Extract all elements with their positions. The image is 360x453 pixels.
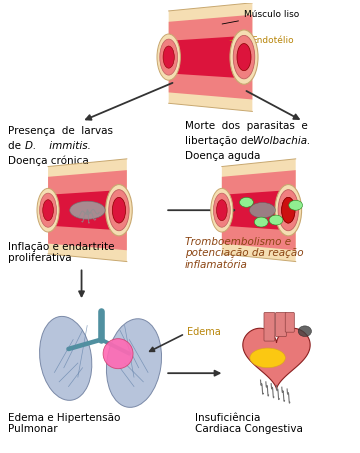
FancyBboxPatch shape: [275, 313, 286, 337]
Ellipse shape: [37, 188, 59, 232]
Ellipse shape: [275, 184, 302, 236]
Ellipse shape: [40, 193, 57, 227]
Ellipse shape: [157, 34, 180, 80]
Text: Presença  de  larvas: Presença de larvas: [8, 126, 113, 136]
Text: Doença crónica: Doença crónica: [8, 156, 89, 166]
Ellipse shape: [282, 198, 295, 223]
Text: Tromboembolismo e
potenciação da reação
inflamatória: Tromboembolismo e potenciação da reação …: [185, 237, 303, 270]
Text: de: de: [8, 141, 27, 151]
Polygon shape: [169, 35, 252, 79]
Ellipse shape: [160, 39, 177, 75]
Ellipse shape: [103, 339, 133, 369]
FancyBboxPatch shape: [285, 313, 294, 332]
Ellipse shape: [107, 319, 162, 407]
Text: D.    immitis.: D. immitis.: [26, 141, 91, 151]
Ellipse shape: [70, 201, 105, 219]
Ellipse shape: [163, 46, 174, 68]
Ellipse shape: [213, 193, 230, 227]
Text: Insuficiência
Cardiaca Congestiva: Insuficiência Cardiaca Congestiva: [195, 413, 303, 434]
Text: Músculo liso: Músculo liso: [222, 10, 299, 24]
Text: Endotélio: Endotélio: [230, 36, 293, 45]
Ellipse shape: [298, 326, 311, 337]
Ellipse shape: [211, 188, 233, 232]
Polygon shape: [48, 190, 127, 231]
Ellipse shape: [250, 348, 285, 368]
Ellipse shape: [230, 30, 258, 84]
Ellipse shape: [112, 198, 126, 223]
Polygon shape: [222, 159, 296, 261]
Ellipse shape: [269, 215, 283, 225]
Ellipse shape: [249, 202, 275, 218]
Polygon shape: [243, 328, 310, 389]
Text: Edema e Hipertensão
Pulmonar: Edema e Hipertensão Pulmonar: [8, 413, 120, 434]
Ellipse shape: [278, 190, 298, 231]
Ellipse shape: [282, 198, 295, 223]
Polygon shape: [222, 190, 296, 231]
Ellipse shape: [109, 190, 129, 231]
Text: Edema: Edema: [187, 327, 221, 337]
Ellipse shape: [239, 198, 253, 207]
Ellipse shape: [40, 316, 92, 400]
Polygon shape: [169, 3, 252, 111]
Polygon shape: [48, 170, 127, 250]
Ellipse shape: [237, 43, 251, 71]
Ellipse shape: [233, 35, 255, 79]
Polygon shape: [222, 170, 296, 250]
Text: Morte  dos  parasitas  e: Morte dos parasitas e: [185, 121, 308, 131]
Ellipse shape: [106, 184, 132, 236]
Ellipse shape: [216, 200, 227, 221]
Text: Doença aguda: Doença aguda: [185, 151, 260, 161]
FancyBboxPatch shape: [264, 313, 275, 341]
Ellipse shape: [254, 217, 268, 227]
Ellipse shape: [43, 200, 53, 221]
Ellipse shape: [289, 200, 302, 210]
Text: libertação de: libertação de: [185, 136, 257, 146]
Text: Inflação e endartrite
proliferativa: Inflação e endartrite proliferativa: [8, 242, 114, 263]
Polygon shape: [169, 15, 252, 100]
Polygon shape: [48, 159, 127, 261]
Text: Wolbachia.: Wolbachia.: [253, 136, 310, 146]
